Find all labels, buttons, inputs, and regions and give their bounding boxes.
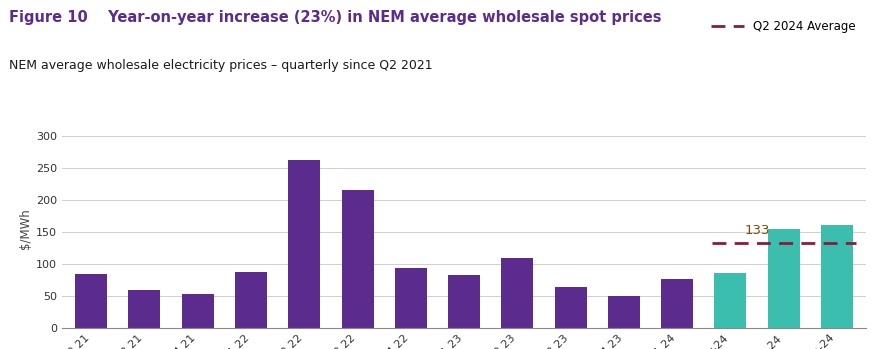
Y-axis label: $/MWh: $/MWh (19, 208, 32, 249)
Bar (661, 279, 693, 328)
Bar (395, 268, 427, 328)
Bar (288, 160, 320, 328)
Bar (75, 274, 107, 328)
Text: 133: 133 (744, 224, 770, 237)
Bar (235, 272, 267, 328)
Text: Figure 10    Year-on-year increase (23%) in NEM average wholesale spot prices: Figure 10 Year-on-year increase (23%) in… (9, 10, 661, 25)
Bar (448, 275, 480, 328)
Legend: Q2 2024 Average: Q2 2024 Average (705, 16, 860, 38)
Bar (608, 296, 640, 328)
Text: NEM average wholesale electricity prices – quarterly since Q2 2021: NEM average wholesale electricity prices… (9, 59, 432, 72)
Bar (714, 273, 746, 328)
Bar (821, 225, 853, 328)
Bar (768, 229, 800, 328)
Bar (501, 258, 533, 328)
Bar (341, 190, 374, 328)
Bar (554, 287, 587, 328)
Bar (182, 294, 214, 328)
Bar (128, 290, 160, 328)
